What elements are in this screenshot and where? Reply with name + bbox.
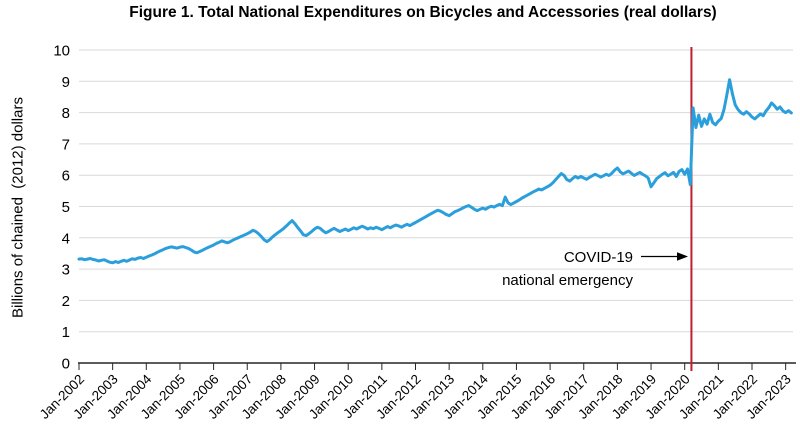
annotation-arrow-head — [677, 252, 688, 261]
y-tick-label: 9 — [62, 74, 70, 91]
y-tick-label: 10 — [53, 43, 70, 60]
y-tick-label: 7 — [62, 136, 70, 153]
y-tick-label: 0 — [62, 356, 70, 373]
y-tick-label: 2 — [62, 293, 70, 310]
y-tick-label: 3 — [62, 262, 70, 279]
y-tick-label: 6 — [62, 168, 70, 185]
chart-title: Figure 1. Total National Expenditures on… — [129, 4, 717, 21]
series-line — [77, 78, 793, 265]
covid-annotation-line1: COVID-19 — [563, 249, 633, 266]
y-tick-label: 4 — [62, 230, 70, 247]
y-tick-label: 1 — [62, 324, 70, 341]
y-tick-label: 5 — [62, 199, 70, 216]
covid-annotation: COVID-19 national emergency — [502, 246, 633, 292]
covid-annotation-line2: national emergency — [502, 272, 633, 289]
y-tick-label: 8 — [62, 105, 70, 122]
